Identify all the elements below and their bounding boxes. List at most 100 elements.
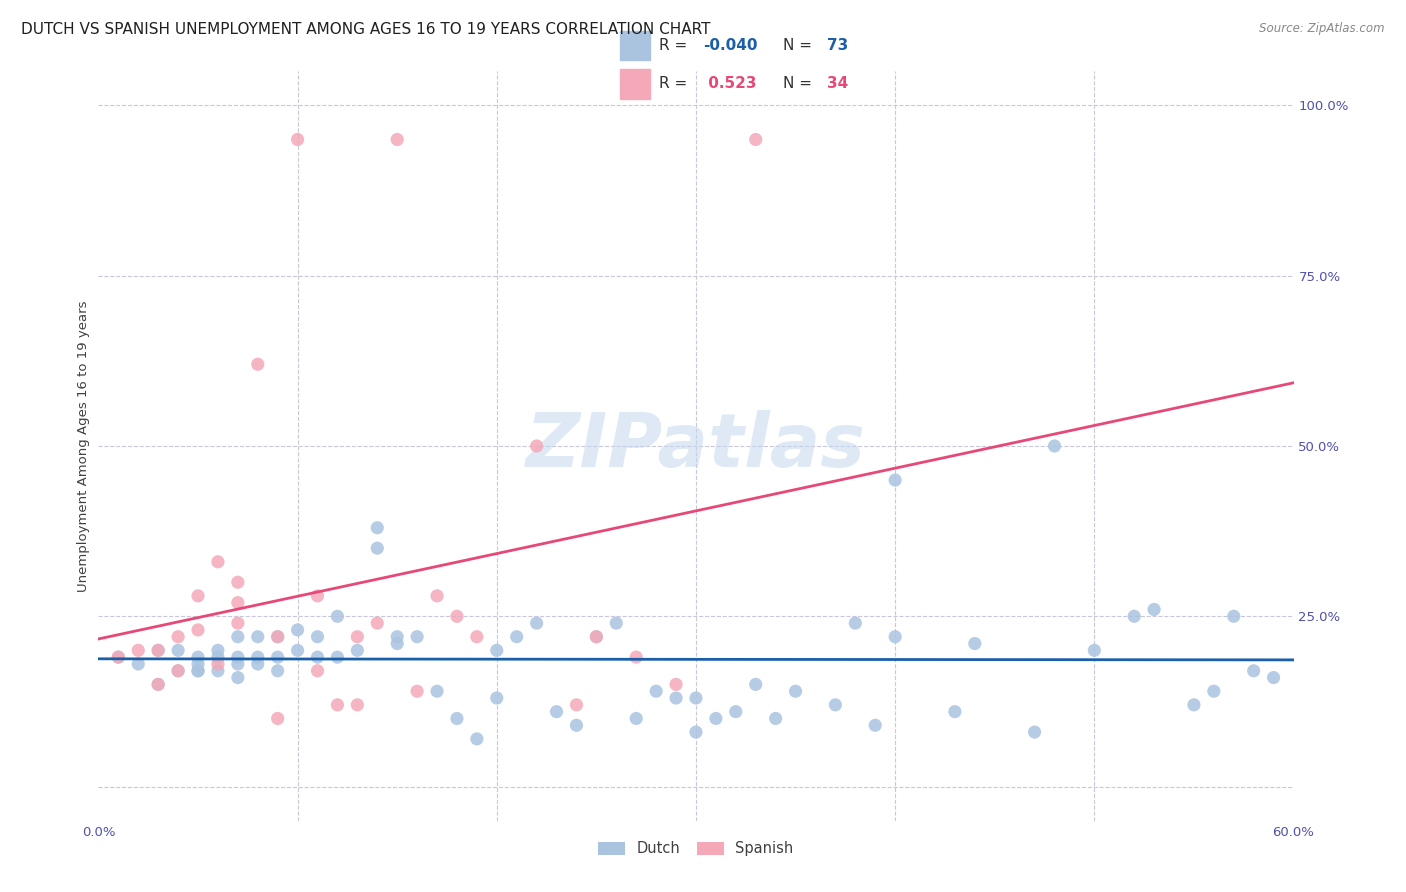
Point [346, 698, 368, 712]
Point [148, 677, 170, 691]
Point [187, 664, 209, 678]
Point [526, 616, 548, 631]
Point [1024, 725, 1046, 739]
Point [207, 650, 229, 665]
Point [385, 630, 409, 644]
Point [207, 664, 229, 678]
Point [326, 698, 349, 712]
Point [665, 691, 688, 706]
Point [226, 671, 249, 685]
Point [585, 630, 607, 644]
Point [307, 650, 329, 665]
Text: -0.040: -0.040 [703, 37, 758, 53]
Point [745, 677, 768, 691]
Point [1182, 698, 1205, 712]
Point [765, 711, 787, 725]
FancyBboxPatch shape [620, 69, 650, 99]
Point [226, 575, 249, 590]
Point [246, 357, 269, 371]
Point [187, 664, 209, 678]
Point [167, 630, 190, 644]
Point [485, 643, 508, 657]
Point [366, 616, 388, 631]
Text: N =: N = [783, 37, 817, 53]
Point [645, 684, 668, 698]
Point [267, 630, 290, 644]
Point [785, 684, 807, 698]
Text: DUTCH VS SPANISH UNEMPLOYMENT AMONG AGES 16 TO 19 YEARS CORRELATION CHART: DUTCH VS SPANISH UNEMPLOYMENT AMONG AGES… [21, 22, 710, 37]
Point [546, 705, 568, 719]
Point [865, 718, 887, 732]
Point [605, 616, 627, 631]
Point [287, 623, 309, 637]
Point [246, 650, 269, 665]
Point [1223, 609, 1246, 624]
Point [844, 616, 866, 631]
Point [626, 711, 648, 725]
Point [346, 643, 368, 657]
Point [187, 650, 209, 665]
Point [1143, 602, 1166, 616]
Point [446, 711, 468, 725]
Point [884, 473, 907, 487]
Point [167, 643, 190, 657]
Point [884, 630, 907, 644]
Point [226, 596, 249, 610]
Text: 0.523: 0.523 [703, 76, 756, 91]
Point [287, 132, 309, 146]
Point [385, 636, 409, 650]
Point [385, 132, 409, 146]
Point [446, 609, 468, 624]
Point [565, 718, 588, 732]
Point [226, 650, 249, 665]
Point [226, 616, 249, 631]
Point [246, 630, 269, 644]
Point [307, 630, 329, 644]
Point [207, 643, 229, 657]
Point [465, 630, 488, 644]
Point [167, 664, 190, 678]
Point [207, 657, 229, 671]
Point [1202, 684, 1225, 698]
Point [267, 664, 290, 678]
Point [485, 691, 508, 706]
Point [426, 684, 449, 698]
Point [148, 677, 170, 691]
Text: 34: 34 [827, 76, 848, 91]
Point [745, 132, 768, 146]
Point [943, 705, 966, 719]
Point [187, 589, 209, 603]
Point [465, 731, 488, 746]
Point [506, 630, 529, 644]
Text: R =: R = [659, 37, 692, 53]
Point [127, 657, 149, 671]
Point [267, 650, 290, 665]
Point [685, 691, 707, 706]
Point [326, 650, 349, 665]
Point [426, 589, 449, 603]
Point [1243, 664, 1265, 678]
Point [246, 657, 269, 671]
Point [724, 705, 747, 719]
Point [127, 643, 149, 657]
Point [107, 650, 129, 665]
Point [406, 630, 429, 644]
Point [366, 521, 388, 535]
Point [565, 698, 588, 712]
Point [1083, 643, 1105, 657]
Text: ZIPatlas: ZIPatlas [526, 409, 866, 483]
Point [1043, 439, 1066, 453]
Text: Source: ZipAtlas.com: Source: ZipAtlas.com [1260, 22, 1385, 36]
Point [207, 555, 229, 569]
Point [704, 711, 727, 725]
Point [685, 725, 707, 739]
Point [626, 650, 648, 665]
Point [1123, 609, 1146, 624]
Point [267, 711, 290, 725]
Point [307, 664, 329, 678]
Point [326, 609, 349, 624]
Text: 73: 73 [827, 37, 848, 53]
Point [824, 698, 846, 712]
Point [287, 643, 309, 657]
Point [107, 650, 129, 665]
